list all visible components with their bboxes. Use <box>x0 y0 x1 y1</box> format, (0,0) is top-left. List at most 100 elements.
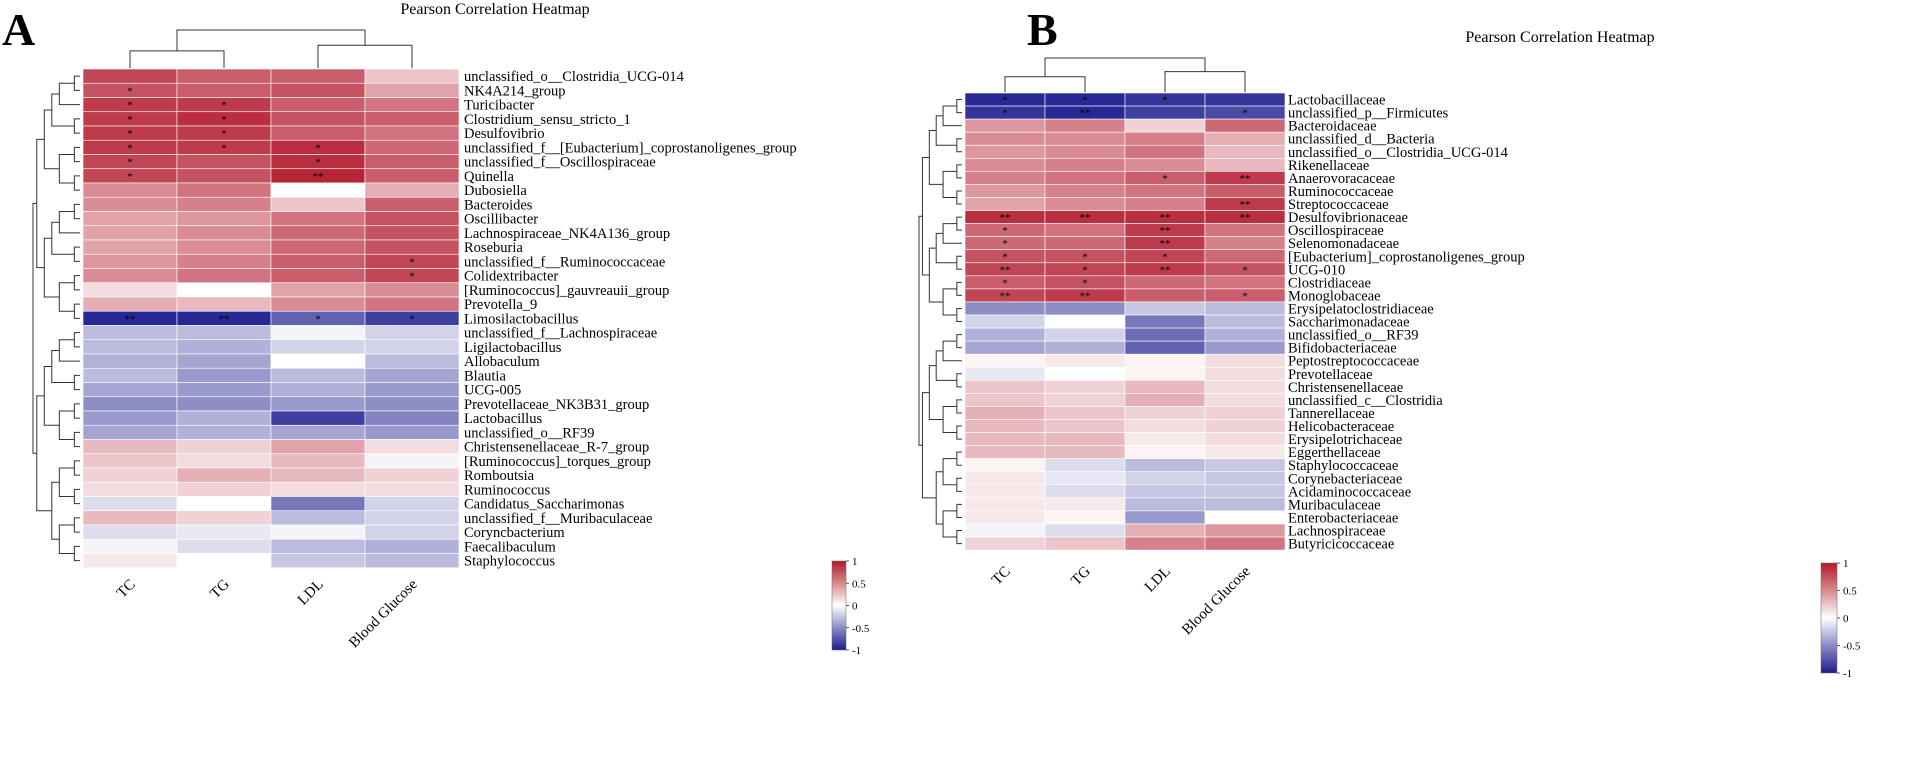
significance-marker: * <box>1162 173 1168 185</box>
dendrogram-branch <box>935 115 957 146</box>
row-label: Dubosiella <box>464 183 527 199</box>
significance-marker: ** <box>1240 173 1251 185</box>
row-label: Butyricicoccaceae <box>1288 537 1394 553</box>
row-label: Ligilactobacillus <box>464 340 562 356</box>
heatmap-panel-b: B Pearson Correlation Heatmap * * ** ** ** **… <box>918 4 1861 680</box>
heatmap-cell <box>82 68 178 84</box>
heatmap-cell <box>1124 471 1206 486</box>
dendrogram-branch <box>58 211 80 234</box>
significance-marker: ** <box>1000 212 1011 224</box>
heatmap-cell <box>1044 144 1126 159</box>
heatmap-cell <box>270 325 366 341</box>
heatmap-cell <box>364 496 460 512</box>
heatmap-cell <box>176 453 272 469</box>
heatmap-cell <box>1044 158 1126 172</box>
panel-b-row-labels: Lactobacillaceaeunclassified_p__Firmicut… <box>1288 93 1525 553</box>
panel-b-column-labels: TC TG LDL Blood Glucose <box>989 563 1254 638</box>
heatmap-cell <box>1124 158 1206 172</box>
heatmap-cell <box>364 553 460 569</box>
row-label: unclassified_d__Bacteria <box>1288 132 1435 148</box>
heatmap-cell <box>364 125 460 141</box>
heatmap-cell <box>1044 131 1126 146</box>
heatmap-cell <box>1204 471 1286 486</box>
row-label: Christensenellaceae_R-7_group <box>464 440 649 456</box>
heatmap-cell <box>964 118 1046 133</box>
heatmap-cell <box>1044 380 1126 394</box>
heatmap-cell <box>82 282 178 298</box>
significance-marker: * <box>1082 95 1088 107</box>
colorbar-tick-label: 0.5 <box>1843 586 1857 598</box>
dendrogram-branch <box>73 275 80 291</box>
heatmap-cell <box>1044 484 1126 499</box>
heatmap-cell <box>1124 366 1206 381</box>
row-label: Coryncbacterium <box>464 525 565 541</box>
panel-b-column-dendrogram <box>1004 57 1246 92</box>
significance-marker: * <box>127 157 133 169</box>
heatmap-cell <box>1124 105 1206 120</box>
heatmap-cell <box>176 196 272 212</box>
significance-marker: ** <box>1000 264 1011 276</box>
dendrogram-branch <box>921 156 930 276</box>
colorbar-tick-label: -0.5 <box>1843 641 1861 653</box>
heatmap-cell <box>176 553 272 569</box>
heatmap-cell <box>1044 471 1126 486</box>
significance-marker: * <box>1002 251 1008 263</box>
colorbar-tick-label: 0.5 <box>852 578 866 590</box>
row-label: Clostridium_sensu_stricto_1 <box>464 112 631 128</box>
significance-marker: * <box>1002 108 1008 120</box>
column-label: LDL <box>295 577 327 609</box>
heatmap-cell <box>82 553 178 569</box>
heatmap-cell <box>964 445 1046 459</box>
dendrogram-branch <box>73 403 80 419</box>
heatmap-cell <box>1044 301 1126 316</box>
heatmap-cell <box>1124 353 1206 368</box>
dendrogram-branch <box>956 255 962 270</box>
row-label: Erysipelotrichaceae <box>1288 432 1402 448</box>
heatmap-cell <box>176 467 272 483</box>
row-label: Bacteroides <box>464 197 533 213</box>
heatmap-cell <box>1044 432 1126 446</box>
heatmap-cell <box>964 419 1046 433</box>
row-label: Candidatus_Saccharimonas <box>464 497 625 513</box>
heatmap-cell <box>176 424 272 440</box>
dendrogram-branch <box>942 510 957 538</box>
heatmap-cell <box>964 353 1046 368</box>
row-label: [Eubacterium]_coprostanoligenes_group <box>1288 249 1525 265</box>
significance-marker: * <box>127 85 133 97</box>
heatmap-cell <box>82 239 178 255</box>
significance-marker: * <box>1082 277 1088 289</box>
heatmap-cell <box>1124 144 1206 159</box>
dendrogram-branch <box>956 216 962 231</box>
heatmap-cell <box>1204 236 1286 251</box>
row-label: Oscillospiraceae <box>1288 223 1384 239</box>
column-label: Blood Glucose <box>346 576 421 651</box>
heatmap-cell <box>364 439 460 455</box>
row-label: unclassified_o__Clostridia_UCG-014 <box>1288 145 1509 161</box>
row-label: Desulfovibrionaceae <box>1288 210 1408 226</box>
significance-marker: * <box>221 142 227 154</box>
dendrogram-branch <box>73 246 80 262</box>
row-label: Romboutsia <box>464 468 535 484</box>
heatmap-cell <box>176 382 272 398</box>
heatmap-cell <box>1124 184 1206 198</box>
heatmap-cell <box>964 458 1046 473</box>
column-label: TC <box>989 564 1014 589</box>
significance-marker: * <box>127 100 133 112</box>
heatmap-cell <box>270 239 366 255</box>
dendrogram-branch <box>58 339 80 362</box>
heatmap-cell <box>1124 536 1206 551</box>
heatmap-cell <box>364 325 460 341</box>
row-label: Peptostreptococcaceae <box>1288 354 1419 370</box>
row-label: Limosilactobacillus <box>464 311 579 327</box>
panel-a-colorbar: 1 0.5 0 -0.5 -1 <box>831 556 870 657</box>
row-label: unclassified_f__Oscillospiraceae <box>464 155 656 171</box>
heatmap-cell <box>1124 510 1206 525</box>
row-label: Lactobacillus <box>464 411 542 427</box>
heatmap-cell <box>964 471 1046 486</box>
dendrogram-branch <box>956 307 962 323</box>
dendrogram-branch <box>73 374 80 391</box>
heatmap-cell <box>1204 275 1286 290</box>
heatmap-cell <box>270 282 366 298</box>
heatmap-cell <box>270 296 366 312</box>
